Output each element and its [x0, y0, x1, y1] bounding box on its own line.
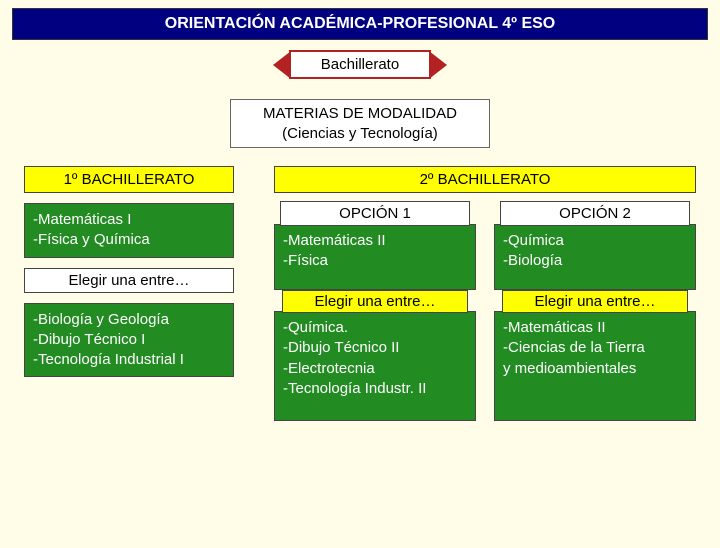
- header-2bach: 2º BACHILLERATO: [274, 166, 696, 193]
- choose-1bach: Elegir una entre…: [24, 268, 234, 293]
- col-1-bachillerato: 1º BACHILLERATO -Matemáticas I -Física y…: [24, 166, 234, 421]
- col-2-bachillerato: 2º BACHILLERATO OPCIÓN 1 -Matemáticas II…: [274, 166, 696, 421]
- opcion2-core: -Química -Biología: [494, 224, 696, 290]
- header-1bach: 1º BACHILLERATO: [24, 166, 234, 193]
- options-1bach: -Biología y Geología -Dibujo Técnico I -…: [24, 303, 234, 378]
- hex-bachillerato: Bachillerato: [289, 50, 431, 79]
- page-title: ORIENTACIÓN ACADÉMICA-PROFESIONAL 4º ESO: [12, 8, 708, 40]
- modalidad-box: MATERIAS DE MODALIDAD (Ciencias y Tecnol…: [230, 99, 490, 148]
- opcion1-title: OPCIÓN 1: [280, 201, 470, 226]
- columns: 1º BACHILLERATO -Matemáticas I -Física y…: [0, 166, 720, 421]
- opcion1-core: -Matemáticas II -Física: [274, 224, 476, 290]
- opcion2-choose: Elegir una entre…: [502, 290, 688, 313]
- opcion1-options: -Química. -Dibujo Técnico II -Electrotec…: [274, 311, 476, 421]
- hex-container: Bachillerato: [0, 50, 720, 79]
- opcion-2: OPCIÓN 2 -Química -Biología Elegir una e…: [494, 201, 696, 421]
- opcion2-title: OPCIÓN 2: [500, 201, 690, 226]
- opcion1-choose: Elegir una entre…: [282, 290, 468, 313]
- options-row: OPCIÓN 1 -Matemáticas II -Física Elegir …: [274, 201, 696, 421]
- opcion-1: OPCIÓN 1 -Matemáticas II -Física Elegir …: [274, 201, 476, 421]
- core-1bach: -Matemáticas I -Física y Química: [24, 203, 234, 258]
- opcion2-options: -Matemáticas II -Ciencias de la Tierra y…: [494, 311, 696, 421]
